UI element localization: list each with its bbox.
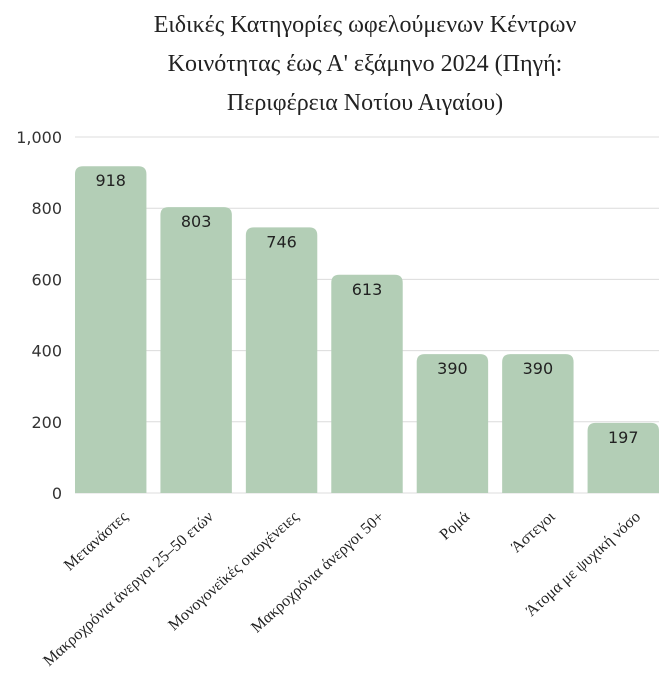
bar-value-label: 803: [181, 212, 212, 231]
bar-value-label: 918: [95, 171, 126, 190]
chart-title-line-2: Κοινότητας έως Α' εξάμηνο 2024 (Πηγή:: [168, 51, 563, 77]
x-tick-label: Μακροχρόνια άνεργοι 25–50 ετών: [40, 508, 217, 669]
x-tick-label: Άστεγοι: [508, 508, 559, 556]
chart-title-line-1: Ειδικές Κατηγορίες ωφελούμενων Κέντρων: [154, 12, 577, 38]
y-tick-label: 0: [52, 484, 62, 503]
bar: [331, 274, 403, 493]
y-axis: 0 200 400 600 800 1,000: [16, 128, 62, 503]
bar-value-label: 197: [608, 428, 639, 447]
bar: [416, 354, 489, 493]
y-tick-label: 600: [31, 270, 62, 289]
bar: [587, 422, 659, 493]
bar-value-label: 390: [437, 359, 468, 378]
y-tick-label: 200: [31, 413, 62, 432]
y-tick-label: 400: [31, 342, 62, 361]
bar: [160, 207, 232, 493]
bar-value-label: 390: [523, 359, 554, 378]
x-tick-label: Ρομά: [437, 508, 474, 544]
bars: [75, 166, 659, 493]
bar-value-label: 746: [266, 232, 297, 251]
bar: [75, 166, 147, 493]
y-tick-label: 1,000: [16, 128, 62, 147]
chart-title-line-3: Περιφέρεια Νοτίου Αιγαίου): [227, 90, 503, 116]
chart-title: Ειδικές Κατηγορίες ωφελούμενων Κέντρων Κ…: [154, 12, 577, 116]
bar: [245, 227, 318, 493]
value-labels: 918 803 746 613 390 390 197: [95, 171, 638, 447]
y-tick-label: 800: [31, 199, 62, 218]
x-tick-label: Μετανάστες: [61, 508, 132, 574]
bar-value-label: 613: [352, 280, 383, 299]
bar: [502, 354, 574, 493]
